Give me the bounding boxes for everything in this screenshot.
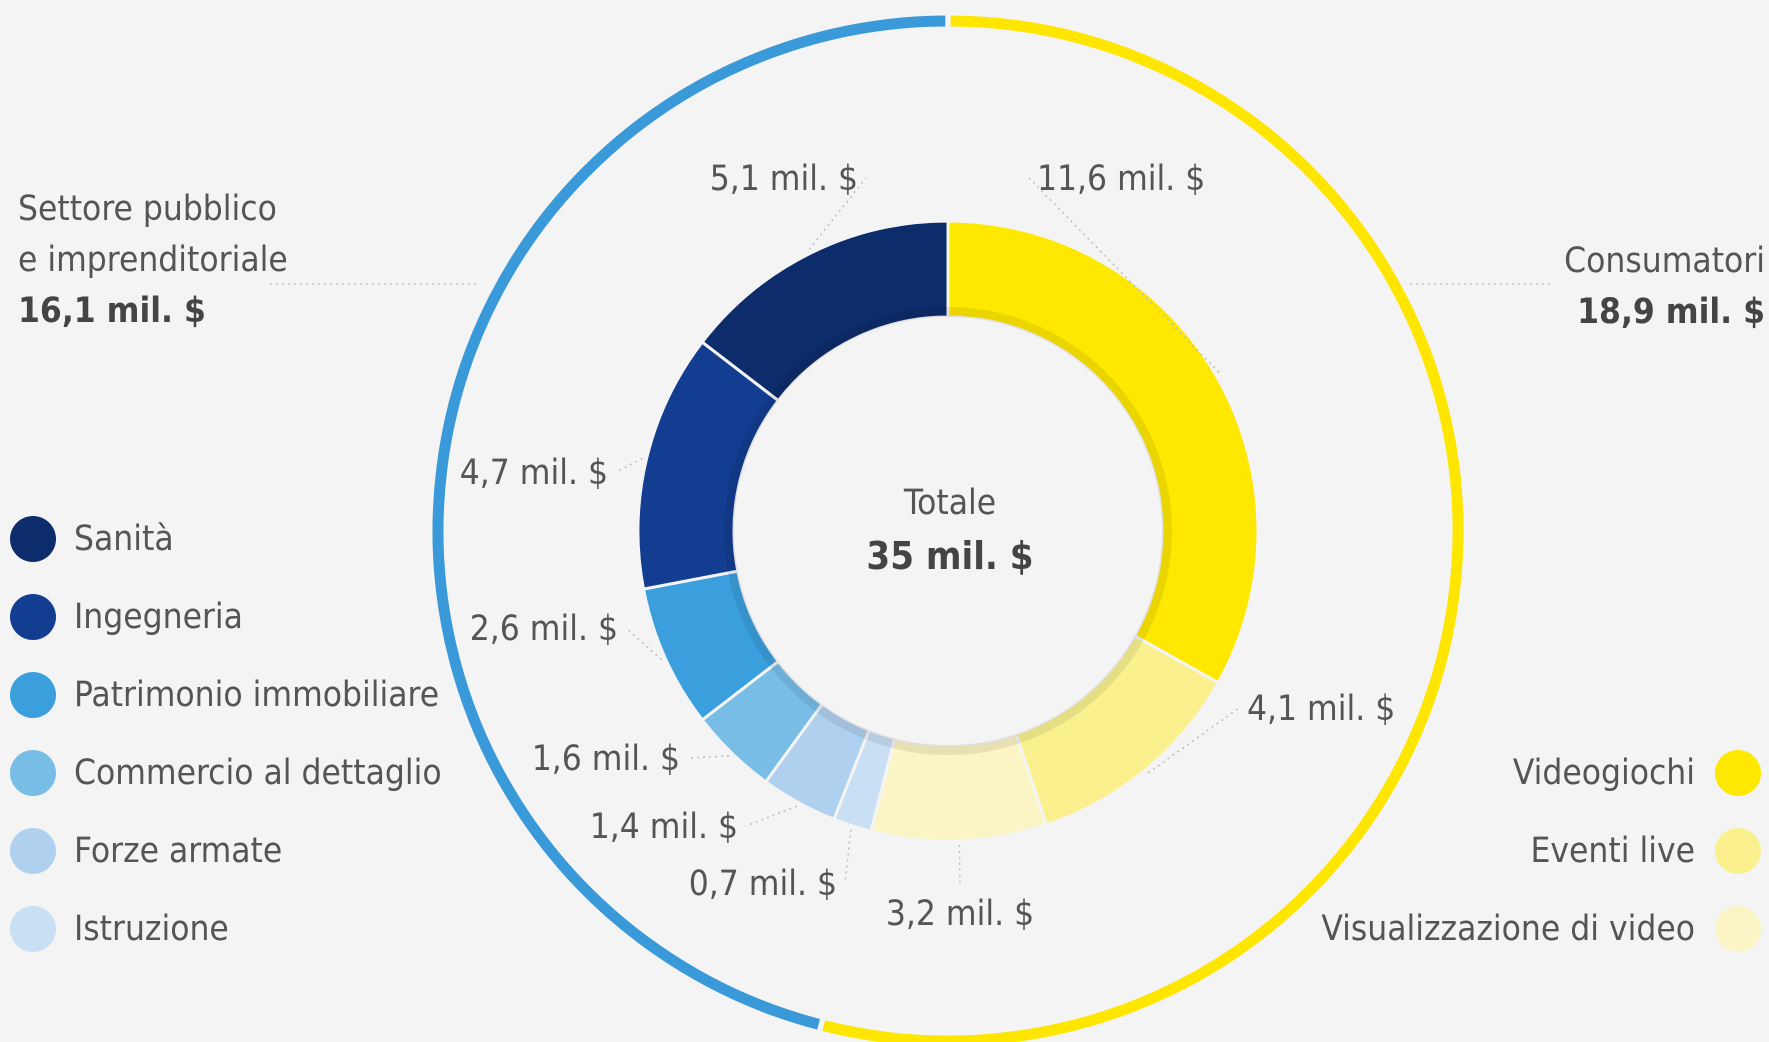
segment-label-patrimonio-immobiliare: 2,6 mil. $ [470,609,618,649]
legend-swatch [1715,828,1761,874]
legend-item-visualizzazione-di-video: Visualizzazione di video [1321,904,1761,954]
legend-swatch [1715,906,1761,952]
segment-sanita [700,219,950,403]
legend-label: Videogiochi [1512,753,1695,793]
center-title: Totale [903,483,997,523]
legend-right: Videogiochi Eventi live Visualizzazione di… [1321,748,1761,954]
group-ring-settore-pubblico [432,15,946,1030]
segment-leader-visualizzazione-di-video [958,844,961,886]
legend-left: Sanità Ingegneria Patrimonio immobiliare Co… [10,514,442,954]
segment-label-istruzione: 0,7 mil. $ [689,864,837,904]
group-ring-consumatori [822,15,1464,1042]
segment-leader-eventi-live [1147,707,1240,774]
legend-item-forze-armate: Forze armate [10,826,442,876]
legend-swatch [10,594,56,640]
legend-label: Commercio al dettaglio [74,753,442,793]
segment-label-forze-armate: 1,4 mil. $ [590,807,738,847]
legend-swatch [1715,750,1761,796]
right-group-value: 18,9 mil. $ [1577,292,1765,332]
segment-leader-ingegneria [615,457,643,473]
segment-leader-patrimonio-immobiliare [625,627,663,661]
legend-label: Patrimonio immobiliare [74,675,440,715]
segment-label-sanita: 5,1 mil. $ [710,159,858,199]
legend-item-ingegneria: Ingegneria [10,592,442,642]
legend-swatch [10,750,56,796]
legend-label: Sanità [74,519,174,559]
legend-item-sanita: Sanità [10,514,442,564]
segment-leader-commercio-al-dettaglio [687,755,730,759]
segment-leader-istruzione [844,829,852,884]
segment-label-ingegneria: 4,7 mil. $ [460,453,608,493]
segment-leader-forze-armate [745,805,798,827]
legend-item-commercio-al-dettaglio: Commercio al dettaglio [10,748,442,798]
legend-swatch [10,828,56,874]
legend-swatch [10,672,56,718]
left-group-value: 16,1 mil. $ [18,291,206,331]
segment-videogiochi [946,219,1260,685]
legend-swatch [10,516,56,562]
legend-label: Istruzione [74,909,229,949]
legend-item-eventi-live: Eventi live [1531,826,1761,876]
legend-swatch [10,906,56,952]
legend-label: Forze armate [74,831,283,871]
legend-item-patrimonio-immobiliare: Patrimonio immobiliare [10,670,442,720]
right-group-name: Consumatori [1564,241,1765,281]
segment-label-eventi-live: 4,1 mil. $ [1247,689,1395,729]
segment-label-videogiochi: 11,6 mil. $ [1037,159,1205,199]
legend-label: Eventi live [1530,831,1695,871]
legend-item-videogiochi: Videogiochi [1513,748,1761,798]
legend-item-istruzione: Istruzione [10,904,442,954]
left-group-name-line2: e imprenditoriale [18,240,288,280]
segment-label-visualizzazione-di-video: 3,2 mil. $ [886,894,1034,934]
center-value: 35 mil. $ [866,534,1034,578]
donut-inner-shade [724,307,1172,755]
legend-label: Ingegneria [74,597,243,637]
left-group-name-line1: Settore pubblico [18,189,277,229]
legend-label: Visualizzazione di video [1321,909,1695,949]
segment-label-commercio-al-dettaglio: 1,6 mil. $ [532,739,680,779]
